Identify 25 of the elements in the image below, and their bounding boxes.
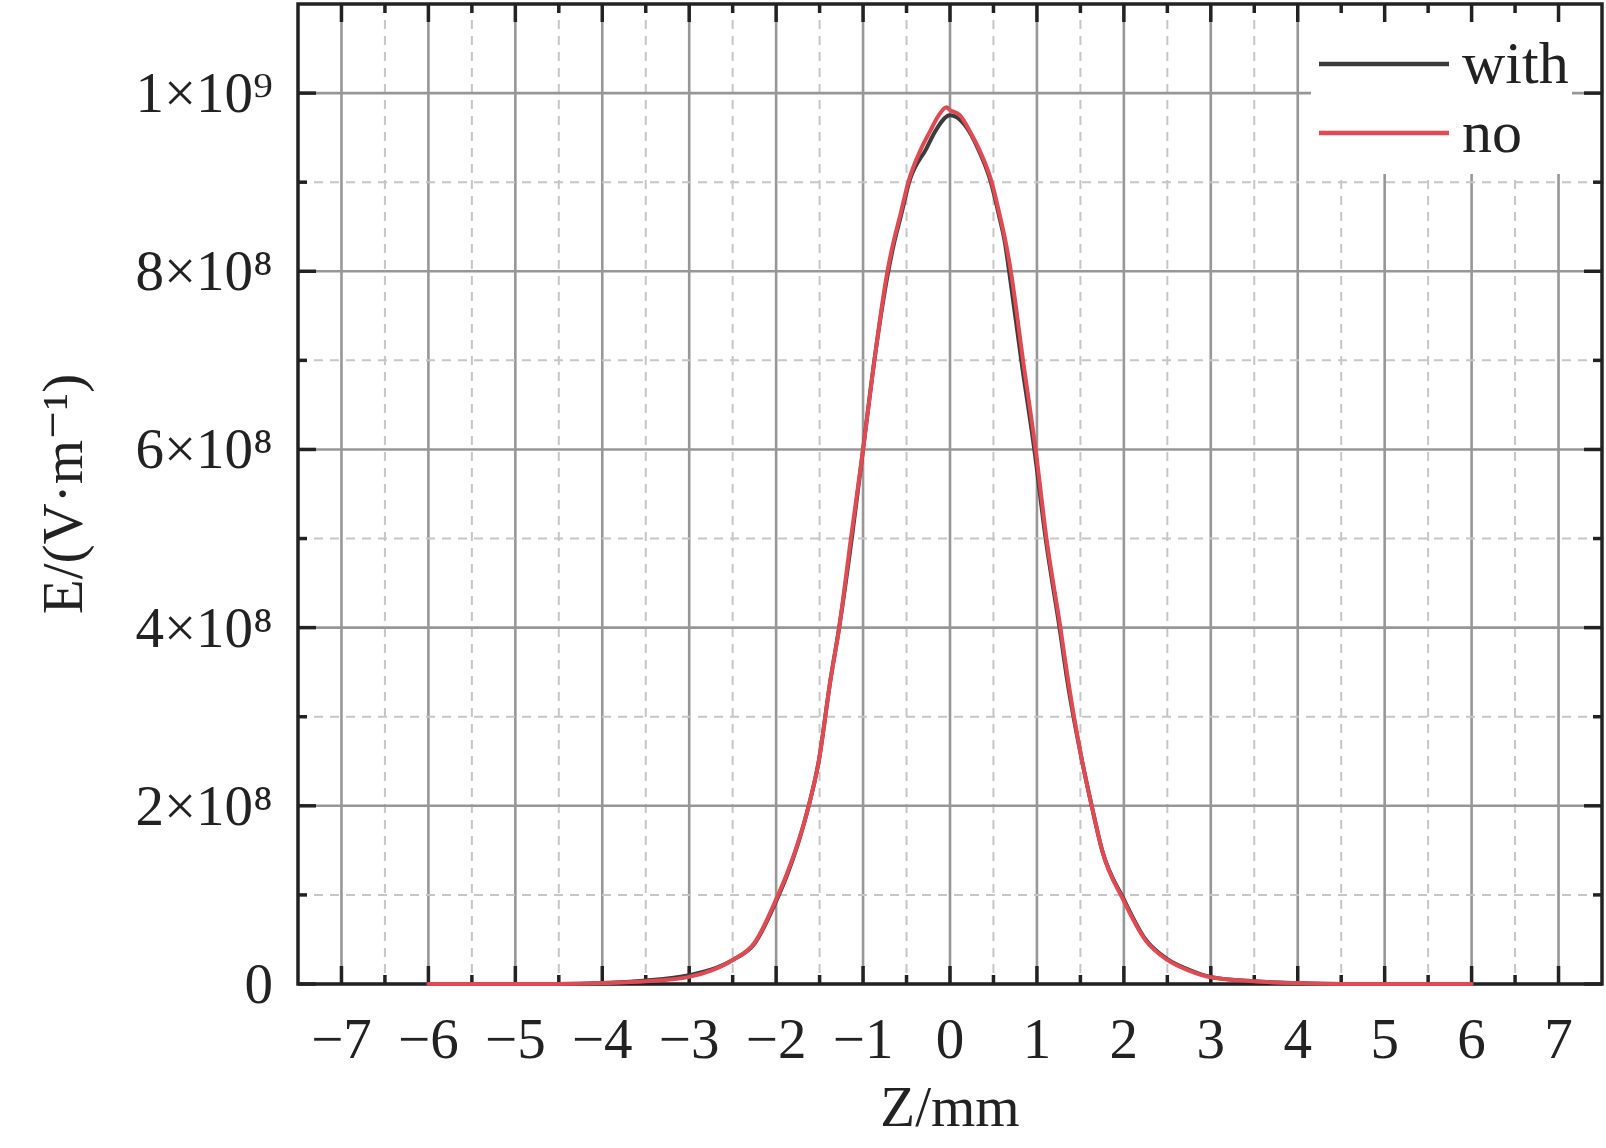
x-tick-label: −4	[571, 1007, 633, 1070]
x-tick-label: −2	[745, 1007, 807, 1070]
x-tick-label: −5	[485, 1007, 546, 1070]
x-tick-label: 2	[1109, 1007, 1139, 1070]
x-tick-label: 6	[1457, 1007, 1486, 1070]
x-tick-label: −1	[832, 1007, 894, 1070]
y-axis-title: E/(V·m⁻¹)	[31, 373, 95, 615]
legend-label: with	[1462, 30, 1569, 96]
x-tick-label: −3	[658, 1007, 720, 1070]
y-tick-label: 4×10⁸	[135, 595, 273, 659]
y-tick-label: 8×10⁸	[135, 239, 273, 303]
y-tick-label: 0	[244, 952, 273, 1015]
x-tick-label: −7	[311, 1007, 372, 1070]
y-tick-label: 6×10⁸	[135, 417, 273, 481]
x-tick-label: 1	[1022, 1007, 1052, 1070]
legend-label: no	[1462, 99, 1522, 165]
x-tick-label: 4	[1283, 1007, 1312, 1070]
x-tick-label: 7	[1544, 1007, 1573, 1070]
x-axis-title: Z/mm	[880, 1075, 1020, 1138]
x-tick-label: 5	[1370, 1007, 1399, 1070]
y-tick-label: 2×10⁸	[135, 773, 273, 837]
y-tick-label: 1×10⁹	[135, 61, 273, 125]
x-tick-label: −6	[398, 1007, 459, 1070]
x-tick-label: 0	[935, 1007, 965, 1070]
x-tick-label: 3	[1196, 1007, 1226, 1070]
